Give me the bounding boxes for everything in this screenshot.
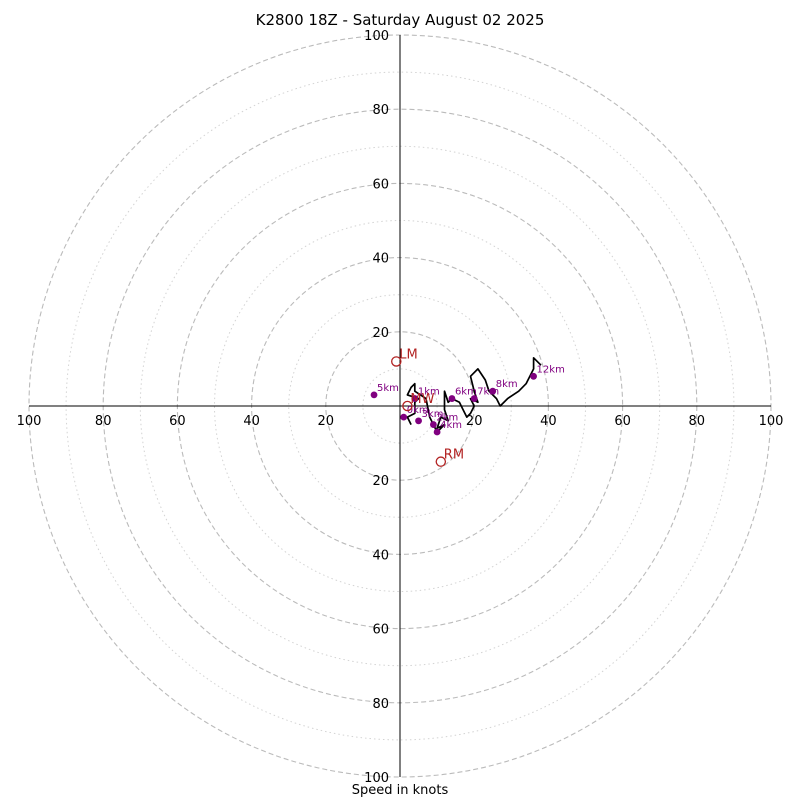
y-tick-label: 80 (372, 103, 389, 118)
height-point-label: 1km (418, 387, 440, 398)
storm-motion-label: LM (399, 347, 417, 362)
x-tick-label: 80 (95, 414, 112, 429)
chart-title: K2800 18Z - Saturday August 02 2025 (255, 11, 545, 29)
height-point-label: 3km (422, 409, 444, 420)
x-tick-label: 60 (169, 414, 186, 429)
height-point (411, 395, 419, 402)
y-tick-label: 60 (372, 177, 389, 192)
tick-labels: 20 20 20 20 40 40 40 40 60 60 60 60 80 80 80 80 100 100 10… (17, 29, 784, 786)
storm-motion-marker (402, 400, 413, 412)
height-point (400, 413, 408, 421)
y-tick-label: 100 (364, 29, 389, 44)
x-tick-label: 100 (17, 414, 42, 429)
height-point (433, 428, 441, 436)
x-tick-label: 80 (689, 414, 706, 429)
storm-motion-markers: LM MW RM (391, 347, 464, 467)
y-tick-label: 40 (372, 252, 389, 267)
storm-motion-marker (391, 356, 402, 367)
height-point-label: 7km (477, 387, 499, 398)
x-axis-label: Speed in knots (351, 783, 449, 798)
height-point (429, 421, 437, 428)
x-tick-label: 20 (318, 414, 335, 429)
x-tick-label: 40 (540, 414, 557, 429)
axes (29, 35, 771, 777)
height-point-label: 4km (440, 420, 462, 431)
height-point (470, 395, 478, 402)
y-tick-label: 20 (372, 474, 389, 489)
x-tick-label: 60 (614, 414, 631, 429)
y-tick-label: 40 (372, 548, 389, 563)
height-point-label: 2km (436, 413, 458, 424)
x-tick-label: 40 (243, 414, 260, 429)
height-point (448, 395, 456, 402)
storm-motion-marker (435, 456, 447, 467)
height-point-label: 0km (407, 405, 429, 416)
height-point-label: 5km (377, 383, 399, 394)
storm-motion-label: RM (444, 448, 464, 463)
height-point-label: 12km (537, 364, 565, 375)
y-tick-label: 100 (364, 771, 389, 786)
height-point (415, 417, 422, 425)
height-point-label: 8km (496, 379, 518, 390)
x-tick-label: 20 (466, 414, 483, 429)
height-point (489, 387, 497, 395)
y-tick-label: 80 (372, 697, 389, 712)
storm-motion-label: MW (410, 392, 434, 407)
height-point (370, 391, 378, 399)
x-tick-label: 100 (759, 414, 784, 429)
y-tick-label: 20 (372, 326, 389, 341)
height-point-label: 6km (455, 387, 477, 398)
height-point (530, 372, 537, 380)
y-tick-label: 60 (372, 623, 389, 638)
